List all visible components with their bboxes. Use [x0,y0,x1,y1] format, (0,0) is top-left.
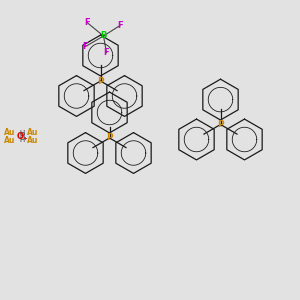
Text: F: F [83,42,88,51]
Text: Au: Au [4,136,16,145]
Text: P: P [97,76,104,85]
Text: F: F [84,18,90,27]
Text: Au: Au [27,136,38,145]
Text: P: P [217,120,224,129]
Text: H: H [20,137,25,143]
Text: +: + [22,136,27,141]
Text: F: F [117,21,123,30]
Text: B: B [100,32,107,40]
Text: H: H [20,134,25,140]
Text: O: O [17,132,24,141]
Text: H: H [20,130,25,136]
Text: P: P [106,134,113,142]
Text: F: F [104,48,109,57]
Text: Au: Au [27,128,38,137]
Text: Au: Au [4,128,16,137]
